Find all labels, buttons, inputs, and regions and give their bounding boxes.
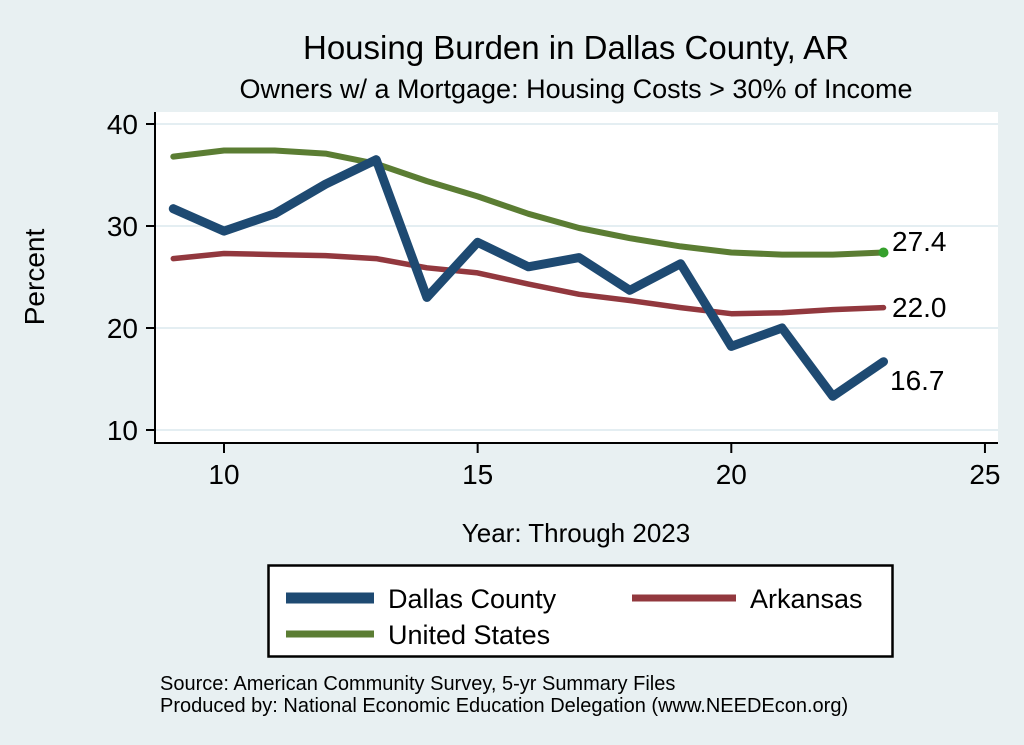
x-tick-label-25: 25 [969, 459, 1000, 490]
axis-ticks: 10 20 30 40 10 15 20 25 [107, 109, 1001, 490]
x-tick-label-20: 20 [716, 459, 747, 490]
line-arkansas [170, 250, 887, 317]
y-tick-label-40: 40 [107, 109, 138, 140]
legend-label-united-states: United States [388, 620, 550, 650]
legend: Dallas County Arkansas United States [267, 564, 894, 658]
plot-area [156, 112, 998, 443]
footer-source: Source: American Community Survey, 5-yr … [160, 673, 675, 695]
chart-title: Housing Burden in Dallas County, AR [303, 29, 849, 66]
x-axis-label: Year: Through 2023 [462, 518, 690, 548]
line-dallas-county [168, 155, 888, 401]
y-tick-label-20: 20 [107, 313, 138, 344]
y-axis-label: Percent [19, 229, 50, 326]
legend-label-arkansas: Arkansas [750, 584, 863, 614]
y-tick-label-30: 30 [107, 211, 138, 242]
legend-label-dallas-county: Dallas County [388, 584, 557, 614]
x-tick-label-10: 10 [208, 459, 239, 490]
end-label-dallas-county: 16.7 [890, 365, 945, 396]
footer-produced-by: Produced by: National Economic Education… [160, 695, 848, 717]
y-tick-label-10: 10 [107, 415, 138, 446]
series-lines [168, 147, 889, 401]
chart-subtitle: Owners w/ a Mortgage: Housing Costs > 30… [239, 74, 912, 104]
end-label-united-states: 27.4 [892, 226, 947, 257]
end-dot-united-states [878, 247, 889, 258]
line-united-states [170, 147, 887, 258]
x-tick-label-15: 15 [462, 459, 493, 490]
end-label-arkansas: 22.0 [892, 292, 947, 323]
legend-box [267, 564, 894, 658]
